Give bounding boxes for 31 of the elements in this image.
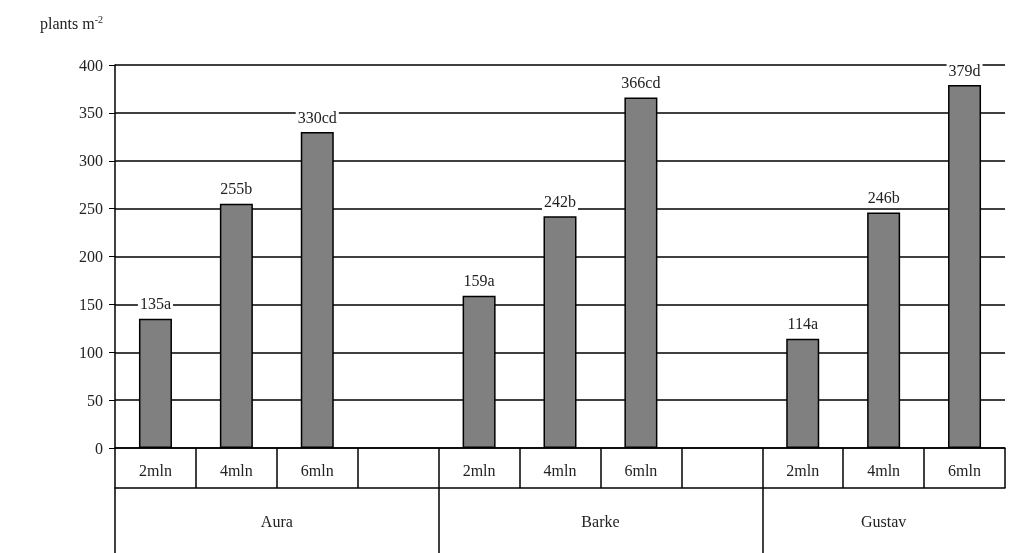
data-label: 330cd <box>297 108 337 126</box>
x-tick-label: 2mln <box>786 461 820 479</box>
data-label: 135a <box>139 295 172 313</box>
data-label: 159a <box>463 272 495 290</box>
x-tick-label: 4mln <box>867 461 901 479</box>
x-tick-label: 2mln <box>462 461 496 479</box>
data-label: 255b <box>220 180 253 198</box>
data-label: 242b <box>544 192 576 210</box>
data-label: 366cd <box>621 74 661 92</box>
y-tick-label: 400 <box>79 56 103 74</box>
text: Aura <box>260 512 293 530</box>
y-tick-label: 350 <box>79 104 103 122</box>
x-tick-label: 2mln <box>139 461 172 479</box>
x-tick-label: 4mln <box>219 461 253 479</box>
text: Barke <box>581 512 620 530</box>
y-axis-title: plants m$^{-2}$ <box>40 14 104 34</box>
y-tick-label: 300 <box>79 152 103 170</box>
x-tick-label: 6mln <box>624 461 658 479</box>
data-label: 114a <box>787 315 818 333</box>
data-label: 379d <box>948 61 981 79</box>
y-tick-label: 100 <box>79 343 103 361</box>
y-tick-label: 0 <box>95 439 103 457</box>
x-tick-label: 6mln <box>948 461 981 479</box>
y-tick-label: 200 <box>79 248 103 265</box>
y-tick-label: 50 <box>87 391 103 409</box>
x-tick-label: 4mln <box>543 461 577 479</box>
data-label: 246b <box>867 188 900 206</box>
y-tick-label: 150 <box>79 295 103 313</box>
x-tick-label: 6mln <box>300 461 334 479</box>
y-tick-label: 250 <box>79 200 103 218</box>
text: Gustav <box>860 512 907 530</box>
